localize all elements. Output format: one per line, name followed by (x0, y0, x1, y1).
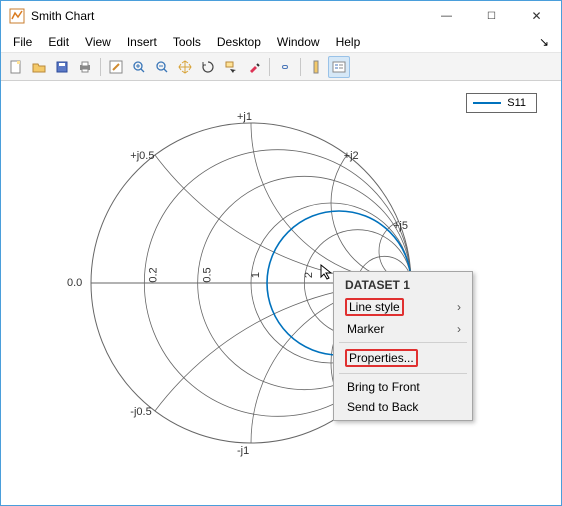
toolbar (1, 53, 561, 81)
save-icon[interactable] (51, 56, 73, 78)
print-icon[interactable] (74, 56, 96, 78)
axis-label: +j2 (344, 150, 359, 162)
maximize-button[interactable]: ☐ (469, 2, 514, 30)
legend-box[interactable]: S11 (466, 93, 537, 113)
axis-label: -j0.5 (130, 406, 151, 418)
new-file-icon[interactable] (5, 56, 27, 78)
context-menu-item[interactable]: Properties... (337, 346, 469, 370)
titlebar: Smith Chart — ☐ ✕ (1, 1, 561, 31)
menu-tools[interactable]: Tools (165, 33, 209, 51)
context-menu: DATASET 1 Line styleMarker Properties... B… (333, 271, 473, 421)
app-icon (9, 8, 25, 24)
context-menu-item[interactable]: Line style (337, 295, 469, 319)
axis-label: 0.0 (67, 277, 82, 289)
context-menu-item[interactable]: Marker (337, 319, 469, 339)
edit-plot-icon[interactable] (105, 56, 127, 78)
data-cursor-icon[interactable] (220, 56, 242, 78)
context-menu-item[interactable]: Bring to Front (337, 377, 469, 397)
colorbar-icon[interactable] (305, 56, 327, 78)
axis-label: 2 (303, 272, 315, 278)
axis-label: -j1 (237, 445, 249, 457)
open-file-icon[interactable] (28, 56, 50, 78)
context-menu-header: DATASET 1 (337, 275, 469, 295)
figure-canvas[interactable]: S11 0.00.20.5125+j0.5+j1+j2+j5-j0.5-j1-j… (1, 83, 561, 505)
brush-icon[interactable] (243, 56, 265, 78)
axis-label: 1 (250, 272, 262, 278)
rotate-icon[interactable] (197, 56, 219, 78)
toolbar-overflow-icon[interactable]: ↘ (531, 33, 557, 51)
legend-label: S11 (507, 97, 526, 109)
pan-icon[interactable] (174, 56, 196, 78)
menu-desktop[interactable]: Desktop (209, 33, 269, 51)
axis-label: +j5 (393, 220, 408, 232)
axis-label: 0.5 (201, 267, 213, 282)
axis-label: 0.2 (148, 267, 160, 282)
menu-help[interactable]: Help (328, 33, 369, 51)
minimize-button[interactable]: — (424, 2, 469, 30)
legend-icon[interactable] (328, 56, 350, 78)
window-title: Smith Chart (31, 9, 94, 23)
window-frame: Smith Chart — ☐ ✕ File Edit View Insert … (0, 0, 562, 506)
link-icon[interactable] (274, 56, 296, 78)
axis-label: +j1 (237, 111, 252, 123)
menu-insert[interactable]: Insert (119, 33, 165, 51)
menu-edit[interactable]: Edit (40, 33, 77, 51)
legend-swatch (473, 102, 501, 104)
axis-label: +j0.5 (130, 150, 154, 162)
context-menu-item[interactable]: Send to Back (337, 397, 469, 417)
menu-view[interactable]: View (77, 33, 119, 51)
zoom-out-icon[interactable] (151, 56, 173, 78)
menu-window[interactable]: Window (269, 33, 328, 51)
menu-file[interactable]: File (5, 33, 40, 51)
close-button[interactable]: ✕ (514, 2, 559, 30)
zoom-in-icon[interactable] (128, 56, 150, 78)
menubar: File Edit View Insert Tools Desktop Wind… (1, 31, 561, 53)
